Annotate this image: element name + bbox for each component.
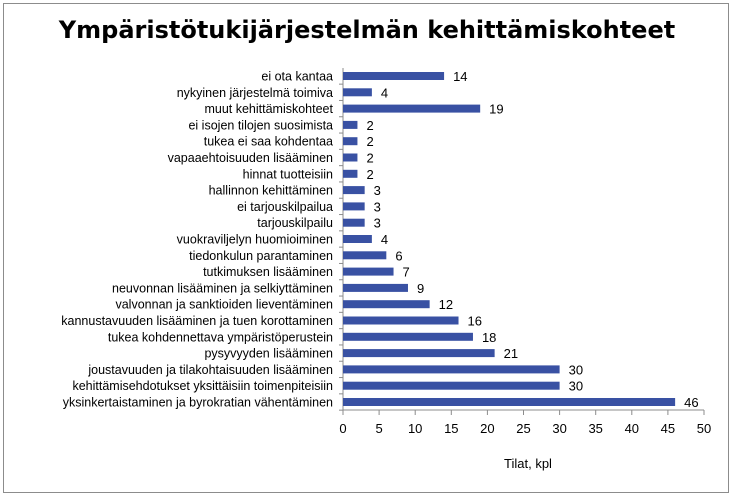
category-label: ei ota kantaa [261, 70, 333, 84]
data-label: 21 [504, 346, 518, 361]
data-label: 3 [374, 199, 381, 214]
x-axis-title: Tilat, kpl [504, 456, 552, 471]
category-label: tukea ei saa kohdentaa [204, 135, 333, 149]
data-label: 2 [366, 151, 373, 166]
data-label: 16 [468, 314, 482, 329]
x-tick-label: 25 [516, 421, 530, 436]
bar [343, 104, 481, 113]
x-tick-label: 10 [408, 421, 422, 436]
category-label: joustavuuden ja tilakohtaisuuden lisäämi… [87, 363, 333, 377]
data-label: 7 [403, 265, 410, 280]
data-label: 4 [381, 85, 388, 100]
category-label: kannustavuuden lisääminen ja tuen korott… [61, 314, 333, 328]
category-label: nykyinen järjestelmä toimiva [177, 86, 333, 100]
data-label: 30 [569, 362, 583, 377]
data-label: 6 [395, 248, 402, 263]
bar [343, 169, 358, 178]
category-label: vuokraviljelyn huomioiminen [177, 233, 333, 247]
x-tick-label: 50 [697, 421, 711, 436]
bar [343, 332, 473, 341]
category-label: hallinnon kehittäminen [209, 184, 333, 198]
bar [343, 202, 365, 211]
category-label: neuvonnan lisääminen ja selkiyttäminen [112, 281, 333, 295]
category-label: tiedonkulun parantaminen [189, 249, 333, 263]
category-label: ei isojen tilojen suosimista [188, 118, 333, 132]
data-label: 46 [684, 395, 698, 410]
data-label: 9 [417, 281, 424, 296]
x-tick-label: 15 [444, 421, 458, 436]
category-label: hinnat tuotteisiin [243, 167, 333, 181]
category-label: muut kehittämiskohteet [204, 102, 333, 116]
bar [343, 153, 358, 162]
category-label: tutkimuksen lisääminen [203, 265, 333, 279]
bar [343, 72, 445, 80]
data-label: 3 [374, 216, 381, 231]
data-label: 2 [366, 167, 373, 182]
bar [343, 88, 372, 97]
bar [343, 365, 560, 374]
data-label: 19 [489, 102, 503, 117]
bar [343, 283, 408, 292]
category-label: valvonnan ja sanktioiden lieventäminen [115, 298, 333, 312]
category-label: pysyvyyden lisääminen [204, 347, 333, 361]
category-label: vapaaehtoisuuden lisääminen [168, 151, 333, 165]
bar [343, 381, 560, 390]
data-label: 14 [453, 69, 467, 84]
bar [343, 300, 430, 309]
category-label: kehittämisehdotukset yksittäisiin toimen… [72, 379, 333, 393]
category-label: tarjouskilpailu [257, 216, 333, 230]
bar [343, 267, 394, 276]
data-label: 2 [366, 118, 373, 133]
bar [343, 186, 365, 195]
x-tick-label: 5 [375, 421, 382, 436]
data-label: 30 [569, 379, 583, 394]
x-tick-label: 40 [625, 421, 639, 436]
data-label: 18 [482, 330, 496, 345]
x-tick-label: 45 [661, 421, 675, 436]
x-tick-label: 35 [588, 421, 602, 436]
bar [343, 398, 676, 406]
bar [343, 251, 387, 260]
chart-frame [3, 3, 729, 493]
bar [343, 349, 495, 358]
data-label: 3 [374, 183, 381, 198]
bar [343, 137, 358, 146]
bar [343, 120, 358, 129]
x-tick-label: 30 [552, 421, 566, 436]
chart-title: Ympäristötukijärjestelmän kehittämiskoht… [58, 16, 676, 44]
bar [343, 316, 459, 325]
data-label: 2 [366, 134, 373, 149]
data-label: 12 [439, 297, 453, 312]
bar [343, 235, 372, 243]
data-label: 4 [381, 232, 388, 247]
category-label: tukea kohdennettava ympäristöperustein [108, 330, 333, 344]
x-tick-label: 0 [339, 421, 346, 436]
x-tick-label: 20 [480, 421, 494, 436]
category-label: yksinkertaistaminen ja byrokratian vähen… [63, 396, 333, 410]
bar [343, 218, 365, 227]
category-label: ei tarjouskilpailua [237, 200, 333, 214]
